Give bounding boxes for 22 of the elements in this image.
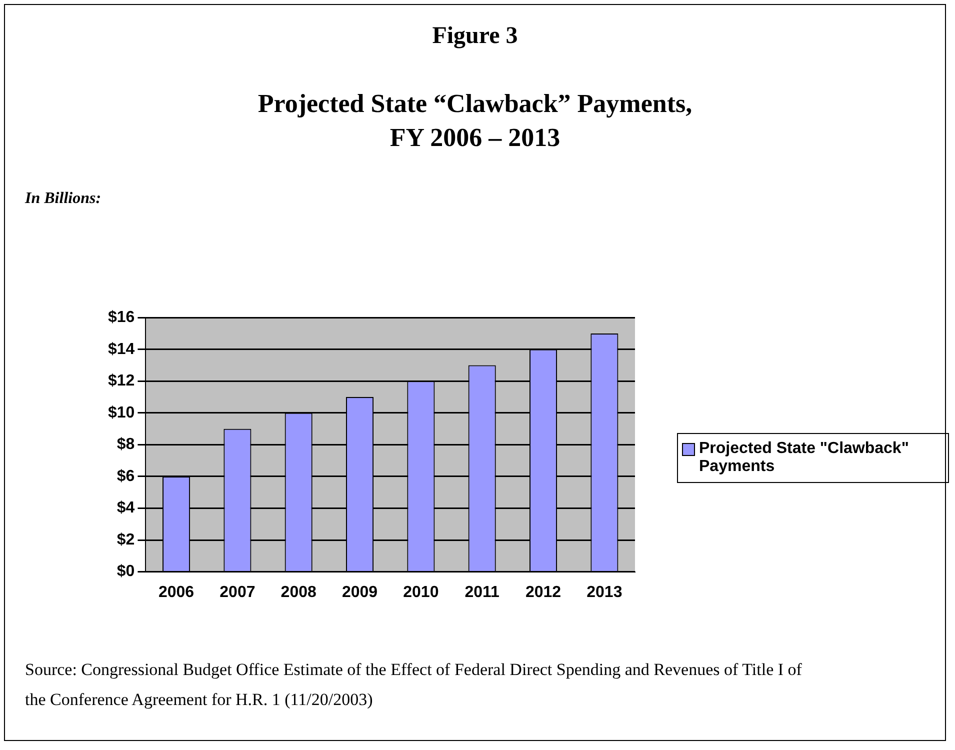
y-tick-label: $12 (108, 372, 135, 390)
y-tick-label: $8 (116, 436, 135, 454)
y-tick-label: $16 (108, 309, 135, 326)
y-tick-label: $10 (108, 404, 135, 422)
legend-label: Projected State "Clawback" Payments (699, 440, 910, 476)
x-tick-label: 2013 (586, 584, 622, 601)
y-tick-label: $14 (108, 340, 135, 358)
y-tick-label: $2 (116, 531, 135, 548)
x-tick-label: 2007 (220, 584, 256, 601)
chart-subtitle: Figure 3 (431, 23, 519, 50)
y-tick-label: $6 (116, 468, 135, 485)
x-tick-label: 2010 (403, 584, 439, 601)
x-tick-label: 2011 (464, 584, 500, 601)
y-tick-label: $0 (116, 563, 135, 580)
text: In Billions: (25, 190, 102, 208)
x-tick-label: 2012 (525, 584, 562, 601)
source-note: Source: Congressional Budget Office Estimate of the Effect of Federal Direct Spending and Revenues of Title I of the Conference Agreement for H.R. 1 (11/20/2003) (25, 659, 803, 711)
chart-title: Projected State “Clawback” Payments, FY 2006 – 2013 (256, 88, 694, 154)
x-tick-label: 2009 (342, 584, 378, 601)
y-tick-label: $4 (116, 500, 135, 517)
x-tick-label: 2006 (158, 584, 194, 601)
x-tick-label: 2008 (280, 584, 316, 601)
